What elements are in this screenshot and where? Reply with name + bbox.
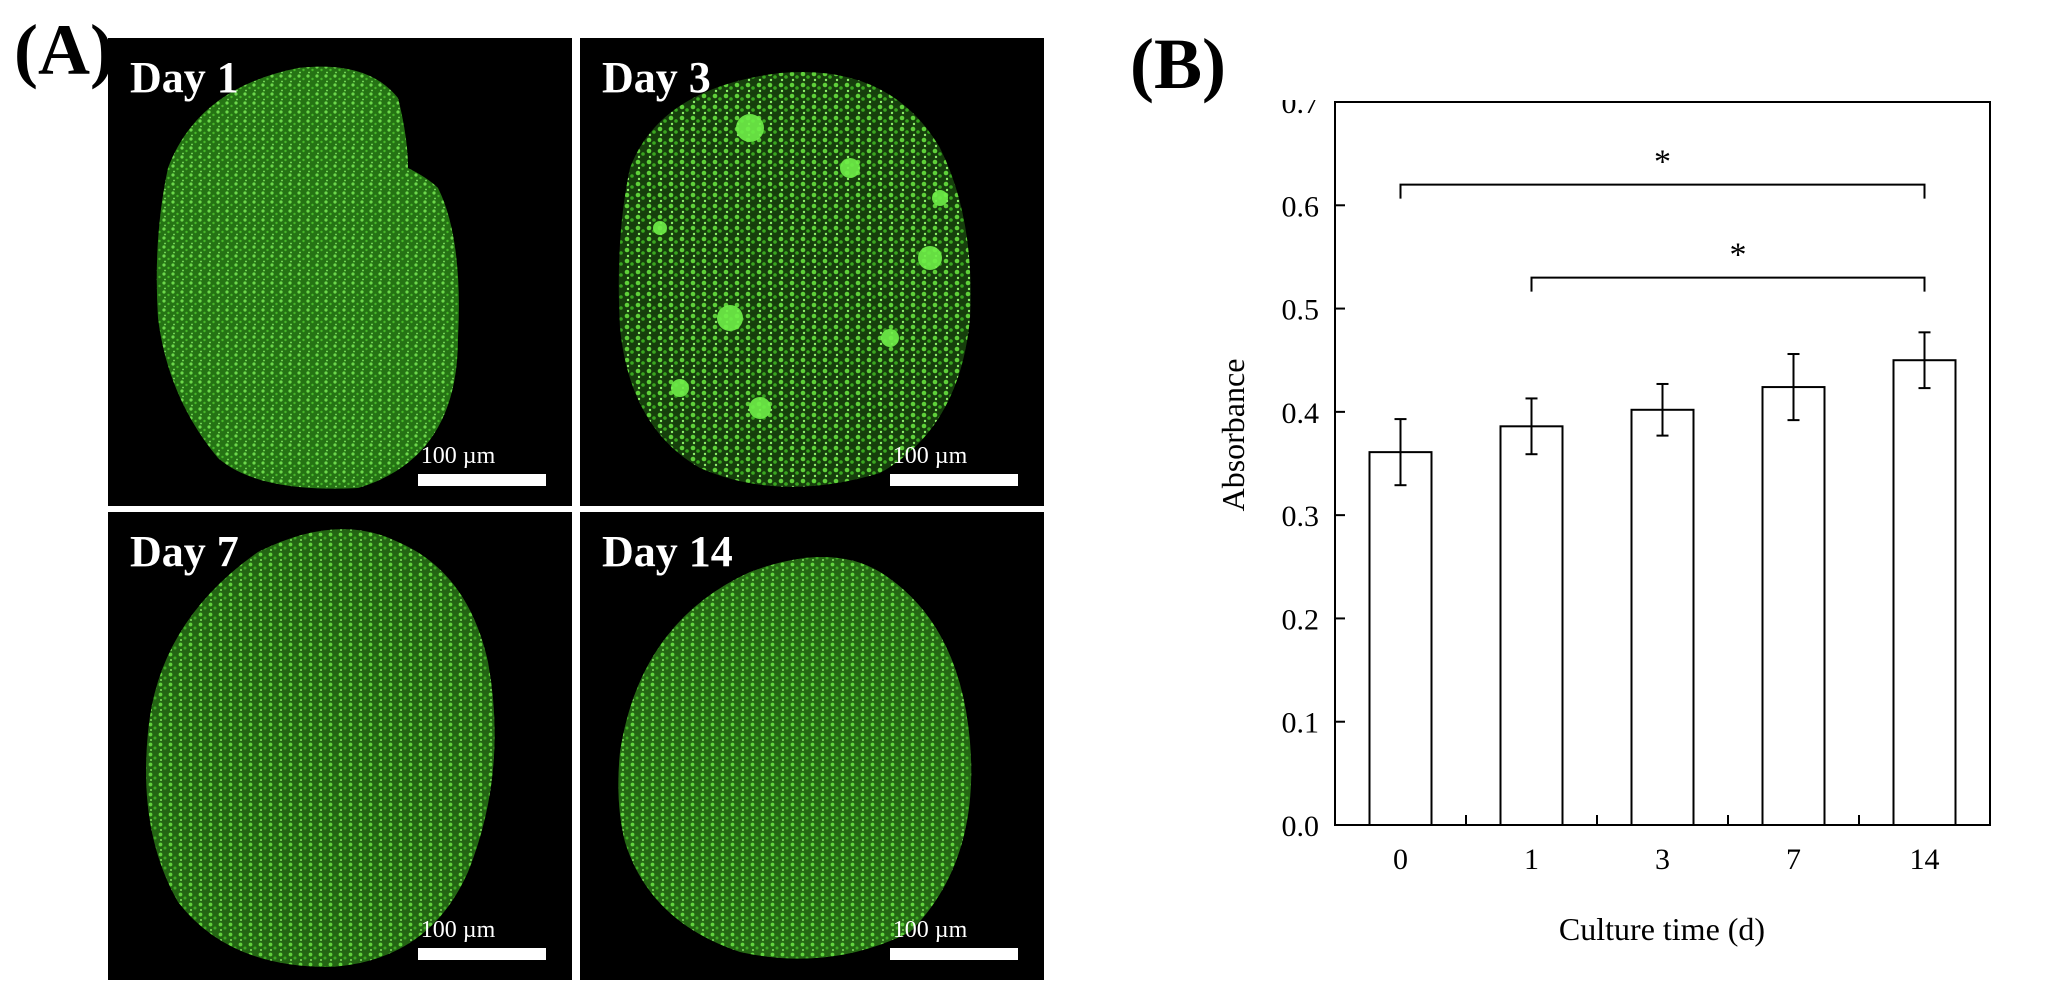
significance-bracket: [1399, 183, 1926, 199]
y-tick-label: 0.0: [1282, 810, 1320, 843]
x-tick-label: 14: [1910, 843, 1940, 876]
micrograph-day-14: Day 14 100 µm: [580, 512, 1044, 980]
significance-marker: *: [1730, 237, 1747, 274]
x-axis-label: Culture time (d): [1559, 911, 1765, 947]
scale-bar-label: 100 µm: [892, 917, 968, 943]
y-axis-label: Absorbance: [1215, 359, 1251, 512]
cell-aggregate-image: [156, 66, 459, 489]
absorbance-bar-chart: Absorbance Culture time (d) 0.0 0.1 0.2 0.3…: [1215, 100, 1991, 947]
scale-bar: [890, 474, 1018, 486]
x-tick-label: 7: [1786, 843, 1801, 876]
bar-7: [1761, 386, 1826, 826]
day-label: Day 14: [602, 527, 733, 576]
micrograph-day-7: Day 7 100 µm: [108, 512, 572, 980]
bar-14: [1892, 359, 1957, 826]
scale-bar-label: 100 µm: [420, 443, 496, 469]
bar-0: [1368, 451, 1433, 826]
significance-marker: *: [1654, 144, 1671, 181]
panel-label-b: (B): [1130, 24, 1226, 104]
day-label: Day 7: [130, 527, 239, 576]
y-tick-label: 0.2: [1282, 603, 1320, 636]
y-tick-label: 0.5: [1282, 294, 1320, 327]
micrograph-day-3: Day 3 100 µm: [580, 38, 1044, 506]
micrograph-day-1: Day 1 100 µm: [108, 38, 572, 506]
scale-bar: [890, 948, 1018, 960]
y-tick-label: 0.6: [1282, 190, 1320, 223]
day-label: Day 1: [130, 53, 239, 102]
day-label: Day 3: [602, 53, 711, 102]
scale-bar: [418, 474, 546, 486]
x-tick-label: 1: [1524, 843, 1539, 876]
scale-bar-label: 100 µm: [892, 443, 968, 469]
scale-bar-label: 100 µm: [420, 917, 496, 943]
y-tick-label: 0.7: [1282, 100, 1320, 120]
panel-label-a: (A): [14, 10, 114, 90]
x-tick-label: 0: [1393, 843, 1408, 876]
scale-bar: [418, 948, 546, 960]
significance-bracket: [1530, 276, 1926, 292]
bar-1: [1499, 425, 1564, 826]
y-tick-label: 0.1: [1282, 707, 1320, 740]
y-tick-label: 0.3: [1282, 500, 1320, 533]
bar-3: [1630, 408, 1695, 826]
y-tick-label: 0.4: [1282, 397, 1320, 430]
x-tick-label: 3: [1655, 843, 1670, 876]
cell-aggregate-image: [618, 71, 971, 487]
cell-aggregate-image: [618, 557, 972, 959]
cell-aggregate-image: [146, 529, 495, 967]
